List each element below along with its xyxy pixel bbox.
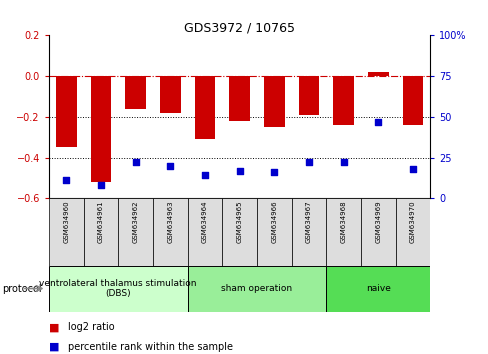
Text: log2 ratio: log2 ratio	[68, 322, 115, 332]
Bar	[194, 76, 215, 139]
Bar	[298, 76, 319, 115]
Point	[235, 168, 243, 173]
Bar	[187, 198, 222, 266]
Text: GSM634967: GSM634967	[305, 200, 311, 243]
Bar	[83, 198, 118, 266]
Point	[374, 119, 382, 125]
Text: ventrolateral thalamus stimulation
(DBS): ventrolateral thalamus stimulation (DBS)	[40, 279, 197, 298]
Bar	[402, 76, 423, 125]
Bar	[332, 76, 353, 125]
Bar	[187, 266, 325, 312]
Text: ■: ■	[49, 342, 59, 352]
Bar	[325, 266, 429, 312]
Bar	[153, 198, 187, 266]
Bar	[90, 76, 111, 182]
Bar	[49, 266, 187, 312]
Text: GSM634965: GSM634965	[236, 200, 242, 243]
Text: GSM634970: GSM634970	[409, 200, 415, 243]
Text: naive: naive	[365, 284, 390, 293]
Bar	[367, 72, 388, 76]
Bar	[264, 76, 284, 127]
Bar	[222, 198, 256, 266]
Bar	[56, 76, 77, 147]
Point	[201, 173, 208, 178]
Bar	[360, 198, 395, 266]
Text: GSM634961: GSM634961	[98, 200, 103, 243]
Bar	[325, 198, 360, 266]
Bar	[160, 76, 180, 113]
Bar	[229, 76, 249, 121]
Bar	[395, 198, 429, 266]
Point	[305, 160, 312, 165]
Text: GSM634963: GSM634963	[167, 200, 173, 243]
Point	[166, 163, 174, 169]
Text: GSM634966: GSM634966	[271, 200, 277, 243]
Text: ■: ■	[49, 322, 59, 332]
Point	[339, 160, 347, 165]
Text: GSM634968: GSM634968	[340, 200, 346, 243]
Point	[131, 160, 139, 165]
Text: sham operation: sham operation	[221, 284, 292, 293]
Text: protocol: protocol	[2, 284, 42, 293]
Text: GSM634969: GSM634969	[375, 200, 381, 243]
Point	[62, 177, 70, 183]
Bar	[118, 198, 153, 266]
Point	[270, 169, 278, 175]
Point	[97, 182, 104, 188]
Point	[408, 166, 416, 172]
Title: GDS3972 / 10765: GDS3972 / 10765	[184, 21, 294, 34]
Bar	[291, 198, 325, 266]
Bar	[256, 198, 291, 266]
Text: GSM634964: GSM634964	[202, 200, 207, 243]
Text: GSM634960: GSM634960	[63, 200, 69, 243]
Text: GSM634962: GSM634962	[132, 200, 138, 243]
Bar	[125, 76, 146, 109]
Bar	[49, 198, 83, 266]
Text: percentile rank within the sample: percentile rank within the sample	[68, 342, 233, 352]
